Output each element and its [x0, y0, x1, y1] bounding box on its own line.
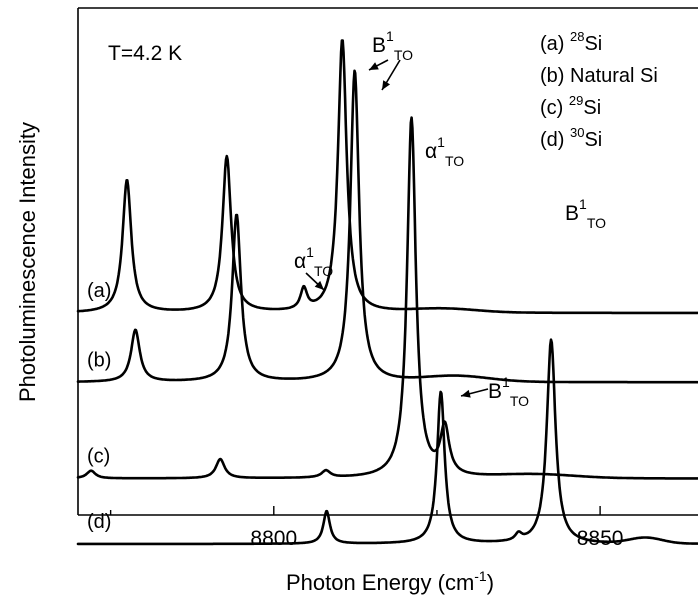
legend-entry-sup: 30 [570, 125, 584, 140]
legend-entry-text: Si [584, 129, 602, 151]
legend-entry-c: (c) 29Si [540, 93, 601, 119]
annotation-alpha1TO-a-sup: 1 [306, 244, 314, 260]
x-tick-label-8850: 8850 [577, 527, 624, 550]
annotation-alpha1TO-a: α1TO [294, 244, 333, 279]
annotation-B1TO-c-sub: TO [510, 393, 529, 409]
legend-entry-prefix: (a) [540, 33, 570, 55]
annotation-B1TO-ab-sub: TO [394, 47, 413, 63]
x-axis-label-close: ) [487, 570, 494, 595]
y-axis-label: Photoluminescence Intensity [15, 122, 40, 402]
series-line-a [76, 39, 698, 315]
series-line-c [76, 116, 698, 480]
annotation-B1TO-d: B1TO [565, 196, 606, 231]
series-label-d: (d) [87, 511, 111, 533]
annotation-B1TO-ab-sup: 1 [386, 28, 394, 44]
annotation-arrowhead [314, 280, 324, 290]
annotation-arrowhead [382, 80, 391, 90]
legend-entry-a: (a) 28Si [540, 29, 602, 55]
annotation-B1TO-d-base: B [565, 202, 579, 225]
legend-entry-text: Si [583, 97, 601, 119]
x-axis-label: Photon Energy (cm-1) [286, 568, 494, 595]
legend-entry-text: Si [584, 33, 602, 55]
annotation-B1TO-c: B1TO [488, 374, 529, 409]
annotation-alpha1TO-c: α1TO [425, 134, 464, 169]
temperature-label: T=4.2 K [108, 42, 182, 65]
x-axis-label-sup: -1 [474, 568, 487, 584]
annotation-alpha1TO-c-sub: TO [445, 153, 464, 169]
legend-entry-b: (b) Natural Si [540, 65, 658, 87]
annotation-alpha1TO-c-base: α [425, 140, 437, 163]
legend-entry-prefix: (c) [540, 97, 569, 119]
annotation-B1TO-ab: B1TO [372, 28, 413, 63]
annotation-B1TO-ab-base: B [372, 34, 386, 57]
x-axis-label-main: Photon Energy (cm [286, 570, 474, 595]
legend-entry-sup: 29 [569, 93, 583, 108]
series-line-d [76, 338, 698, 546]
series-label-b: (b) [87, 349, 111, 371]
legend-entry-prefix: (d) [540, 129, 570, 151]
legend-entry-prefix: (b) Natural Si [540, 65, 658, 87]
series-label-a: (a) [87, 280, 111, 302]
annotation-arrowhead [369, 62, 379, 70]
annotation-arrowhead [461, 389, 471, 398]
series-label-c: (c) [87, 446, 110, 468]
series-line-b [76, 69, 698, 384]
x-tick-label-8800: 8800 [250, 527, 297, 550]
legend-entry-d: (d) 30Si [540, 125, 602, 151]
annotation-alpha1TO-a-base: α [294, 250, 306, 273]
annotation-B1TO-d-sub: TO [587, 215, 606, 231]
legend: (a) 28Si(b) Natural Si(c) 29Si(d) 30Si [540, 29, 658, 151]
annotation-alpha1TO-a-sub: TO [314, 263, 333, 279]
annotation-B1TO-c-base: B [488, 380, 502, 403]
legend-entry-sup: 28 [570, 29, 584, 44]
spectra: (a) (b) (c) (d) [76, 39, 698, 546]
annotation-B1TO-d-sup: 1 [579, 196, 587, 212]
annotation-B1TO-c-sup: 1 [502, 374, 510, 390]
plot-frame [77, 7, 698, 516]
annotation-alpha1TO-c-sup: 1 [437, 134, 445, 150]
